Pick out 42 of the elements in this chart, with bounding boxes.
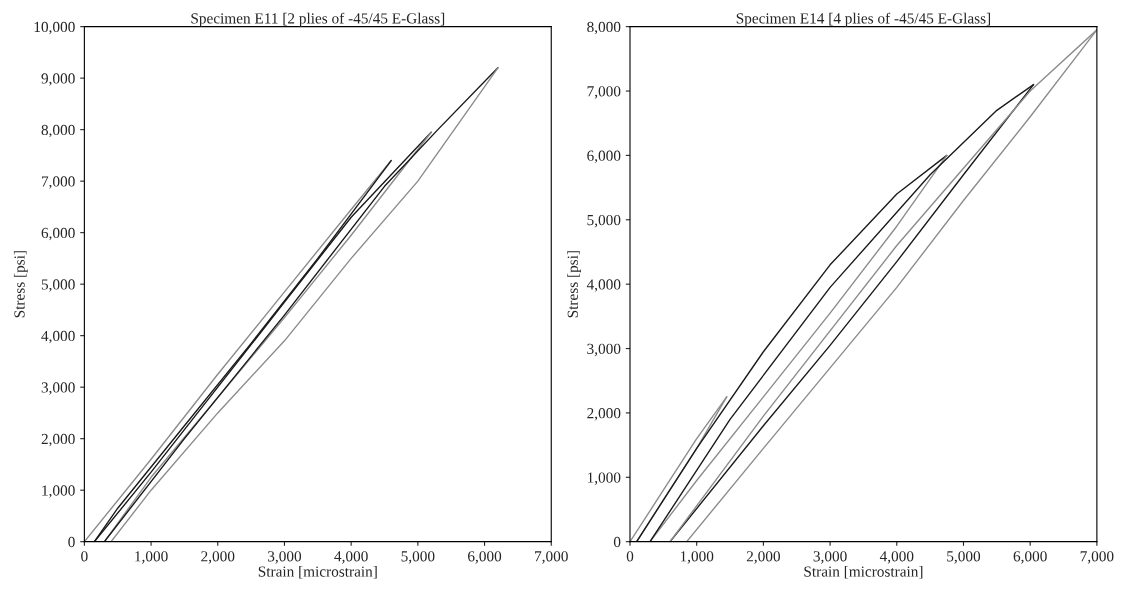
y-tick-label: 1,000 xyxy=(42,485,75,498)
y-tick-label: 3,000 xyxy=(587,343,621,357)
y-tick-label: 2,000 xyxy=(41,433,75,447)
y-tick-label: 5,000 xyxy=(587,214,621,228)
x-tick-label: 1,000 xyxy=(680,551,714,564)
y-tick-label: 7,000 xyxy=(41,176,75,189)
y-tick-label: 6,000 xyxy=(41,227,75,241)
y-tick-label: 8,000 xyxy=(41,124,75,138)
y-tick-label: 3,000 xyxy=(41,382,75,395)
x-tick-label: 1,000 xyxy=(135,551,168,564)
x-axis-title: Strain [microstrain] xyxy=(258,565,377,579)
y-tick-label: 0 xyxy=(613,536,621,548)
x-tick-label: 6,000 xyxy=(1013,551,1047,564)
x-tick-label: 3,000 xyxy=(268,551,302,564)
x-tick-label: 0 xyxy=(626,551,634,562)
y-tick-label: 5,000 xyxy=(41,279,75,292)
y-tick-label: 2,000 xyxy=(587,408,621,421)
x-tick-label: 2,000 xyxy=(201,551,235,564)
x-tick-label: 4,000 xyxy=(334,551,368,564)
x-tick-label: 2,000 xyxy=(746,551,780,564)
y-tick-label: 0 xyxy=(68,536,75,548)
y-tick-label: 8,000 xyxy=(587,21,621,35)
y-axis-title: Stress [psi] xyxy=(13,251,28,318)
y-tick-label: 9,000 xyxy=(41,73,75,86)
x-tick-label: 7,000 xyxy=(1080,551,1114,564)
y-tick-label: 4,000 xyxy=(41,330,75,344)
chart-title: Specimen E14 [4 plies of -45/45 E-Glass] xyxy=(736,12,991,27)
y-tick-label: 4,000 xyxy=(586,279,621,292)
y-tick-label: 6,000 xyxy=(587,150,621,164)
chart-title: Specimen E11 [2 plies of -45/45 E-Glass] xyxy=(191,12,445,27)
x-axis-title: Strain [microstrain] xyxy=(804,565,923,579)
x-tick-label: 5,000 xyxy=(401,551,435,564)
y-tick-label: 10,000 xyxy=(34,21,75,35)
x-tick-label: 4,000 xyxy=(879,551,914,564)
y-axis-title: Stress [psi] xyxy=(567,251,582,318)
x-tick-label: 6,000 xyxy=(468,551,502,564)
x-tick-label: 7,000 xyxy=(535,551,568,564)
x-tick-label: 0 xyxy=(81,551,88,562)
y-tick-label: 7,000 xyxy=(587,86,621,99)
y-tick-label: 1,000 xyxy=(587,472,621,485)
x-tick-label: 3,000 xyxy=(813,551,847,564)
x-tick-label: 5,000 xyxy=(947,551,981,564)
